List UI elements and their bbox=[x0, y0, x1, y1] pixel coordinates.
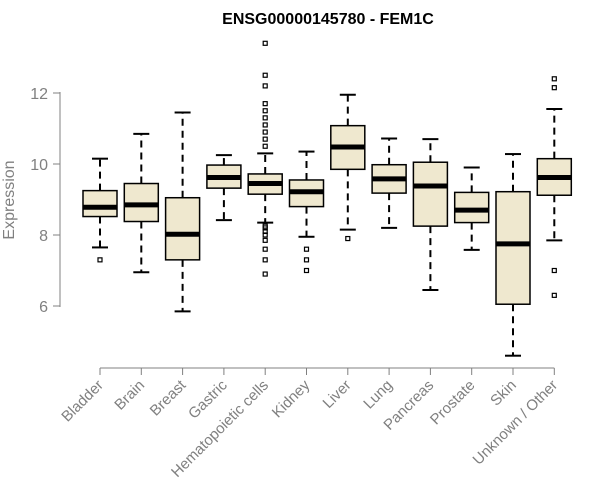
box-skin bbox=[495, 153, 531, 357]
box-pancreas bbox=[412, 138, 449, 292]
box-kidney bbox=[288, 150, 325, 274]
outlier-point bbox=[551, 85, 557, 91]
outlier-point bbox=[262, 101, 268, 107]
x-tick-label: Skin bbox=[487, 377, 520, 410]
y-tick-label: 8 bbox=[39, 228, 48, 245]
x-tick-label: Lung bbox=[360, 377, 396, 413]
box-prostate bbox=[453, 166, 490, 251]
outlier-point bbox=[262, 108, 268, 114]
y-axis: 6 8 10 12 bbox=[30, 86, 61, 316]
y-tick-label: 10 bbox=[30, 157, 48, 174]
outlier-point bbox=[551, 76, 557, 82]
outlier-point bbox=[262, 257, 268, 263]
x-tick-label: Bladder bbox=[58, 377, 107, 426]
box-gastric bbox=[206, 154, 242, 222]
boxes-layer bbox=[82, 40, 573, 357]
outlier-point bbox=[303, 246, 310, 252]
box-liver bbox=[330, 93, 366, 242]
iqr-box bbox=[82, 189, 118, 218]
outlier-point bbox=[303, 257, 310, 263]
outlier-point bbox=[262, 237, 268, 243]
box-breast bbox=[164, 111, 201, 313]
outlier-point bbox=[303, 267, 310, 274]
box-brain bbox=[123, 132, 160, 274]
x-tick-label: Liver bbox=[320, 377, 355, 412]
outlier-point bbox=[262, 83, 268, 89]
y-axis-label: Expression bbox=[1, 160, 18, 239]
outlier-point bbox=[262, 122, 268, 128]
outlier-point bbox=[262, 143, 268, 149]
y-tick-label: 12 bbox=[30, 86, 48, 103]
outlier-point bbox=[262, 271, 268, 277]
y-tick-label: 6 bbox=[39, 299, 48, 316]
x-tick-label: Breast bbox=[147, 376, 190, 419]
outlier-point bbox=[262, 136, 268, 142]
iqr-box bbox=[412, 161, 449, 227]
x-tick-label: Prostate bbox=[427, 377, 479, 429]
outlier-point bbox=[262, 72, 268, 78]
chart-title: ENSG00000145780 - FEM1C bbox=[222, 11, 434, 28]
outlier-point bbox=[97, 257, 103, 263]
box-bladder bbox=[82, 157, 118, 263]
box-lung bbox=[371, 137, 407, 229]
outlier-point bbox=[262, 115, 268, 121]
box-unknown-other bbox=[536, 76, 573, 298]
outlier-point bbox=[262, 40, 268, 46]
outlier-point bbox=[551, 267, 557, 274]
iqr-box bbox=[495, 190, 531, 305]
outlier-point bbox=[262, 246, 268, 252]
outlier-point bbox=[551, 292, 557, 298]
outlier-point bbox=[262, 223, 268, 229]
outlier-point bbox=[345, 235, 351, 242]
iqr-box bbox=[164, 196, 201, 261]
x-tick-label: Brain bbox=[111, 377, 148, 414]
box-hematopoietic-cells bbox=[247, 40, 283, 277]
iqr-box bbox=[453, 191, 490, 224]
outlier-point bbox=[262, 129, 268, 135]
x-tick-label: Kidney bbox=[269, 376, 314, 421]
